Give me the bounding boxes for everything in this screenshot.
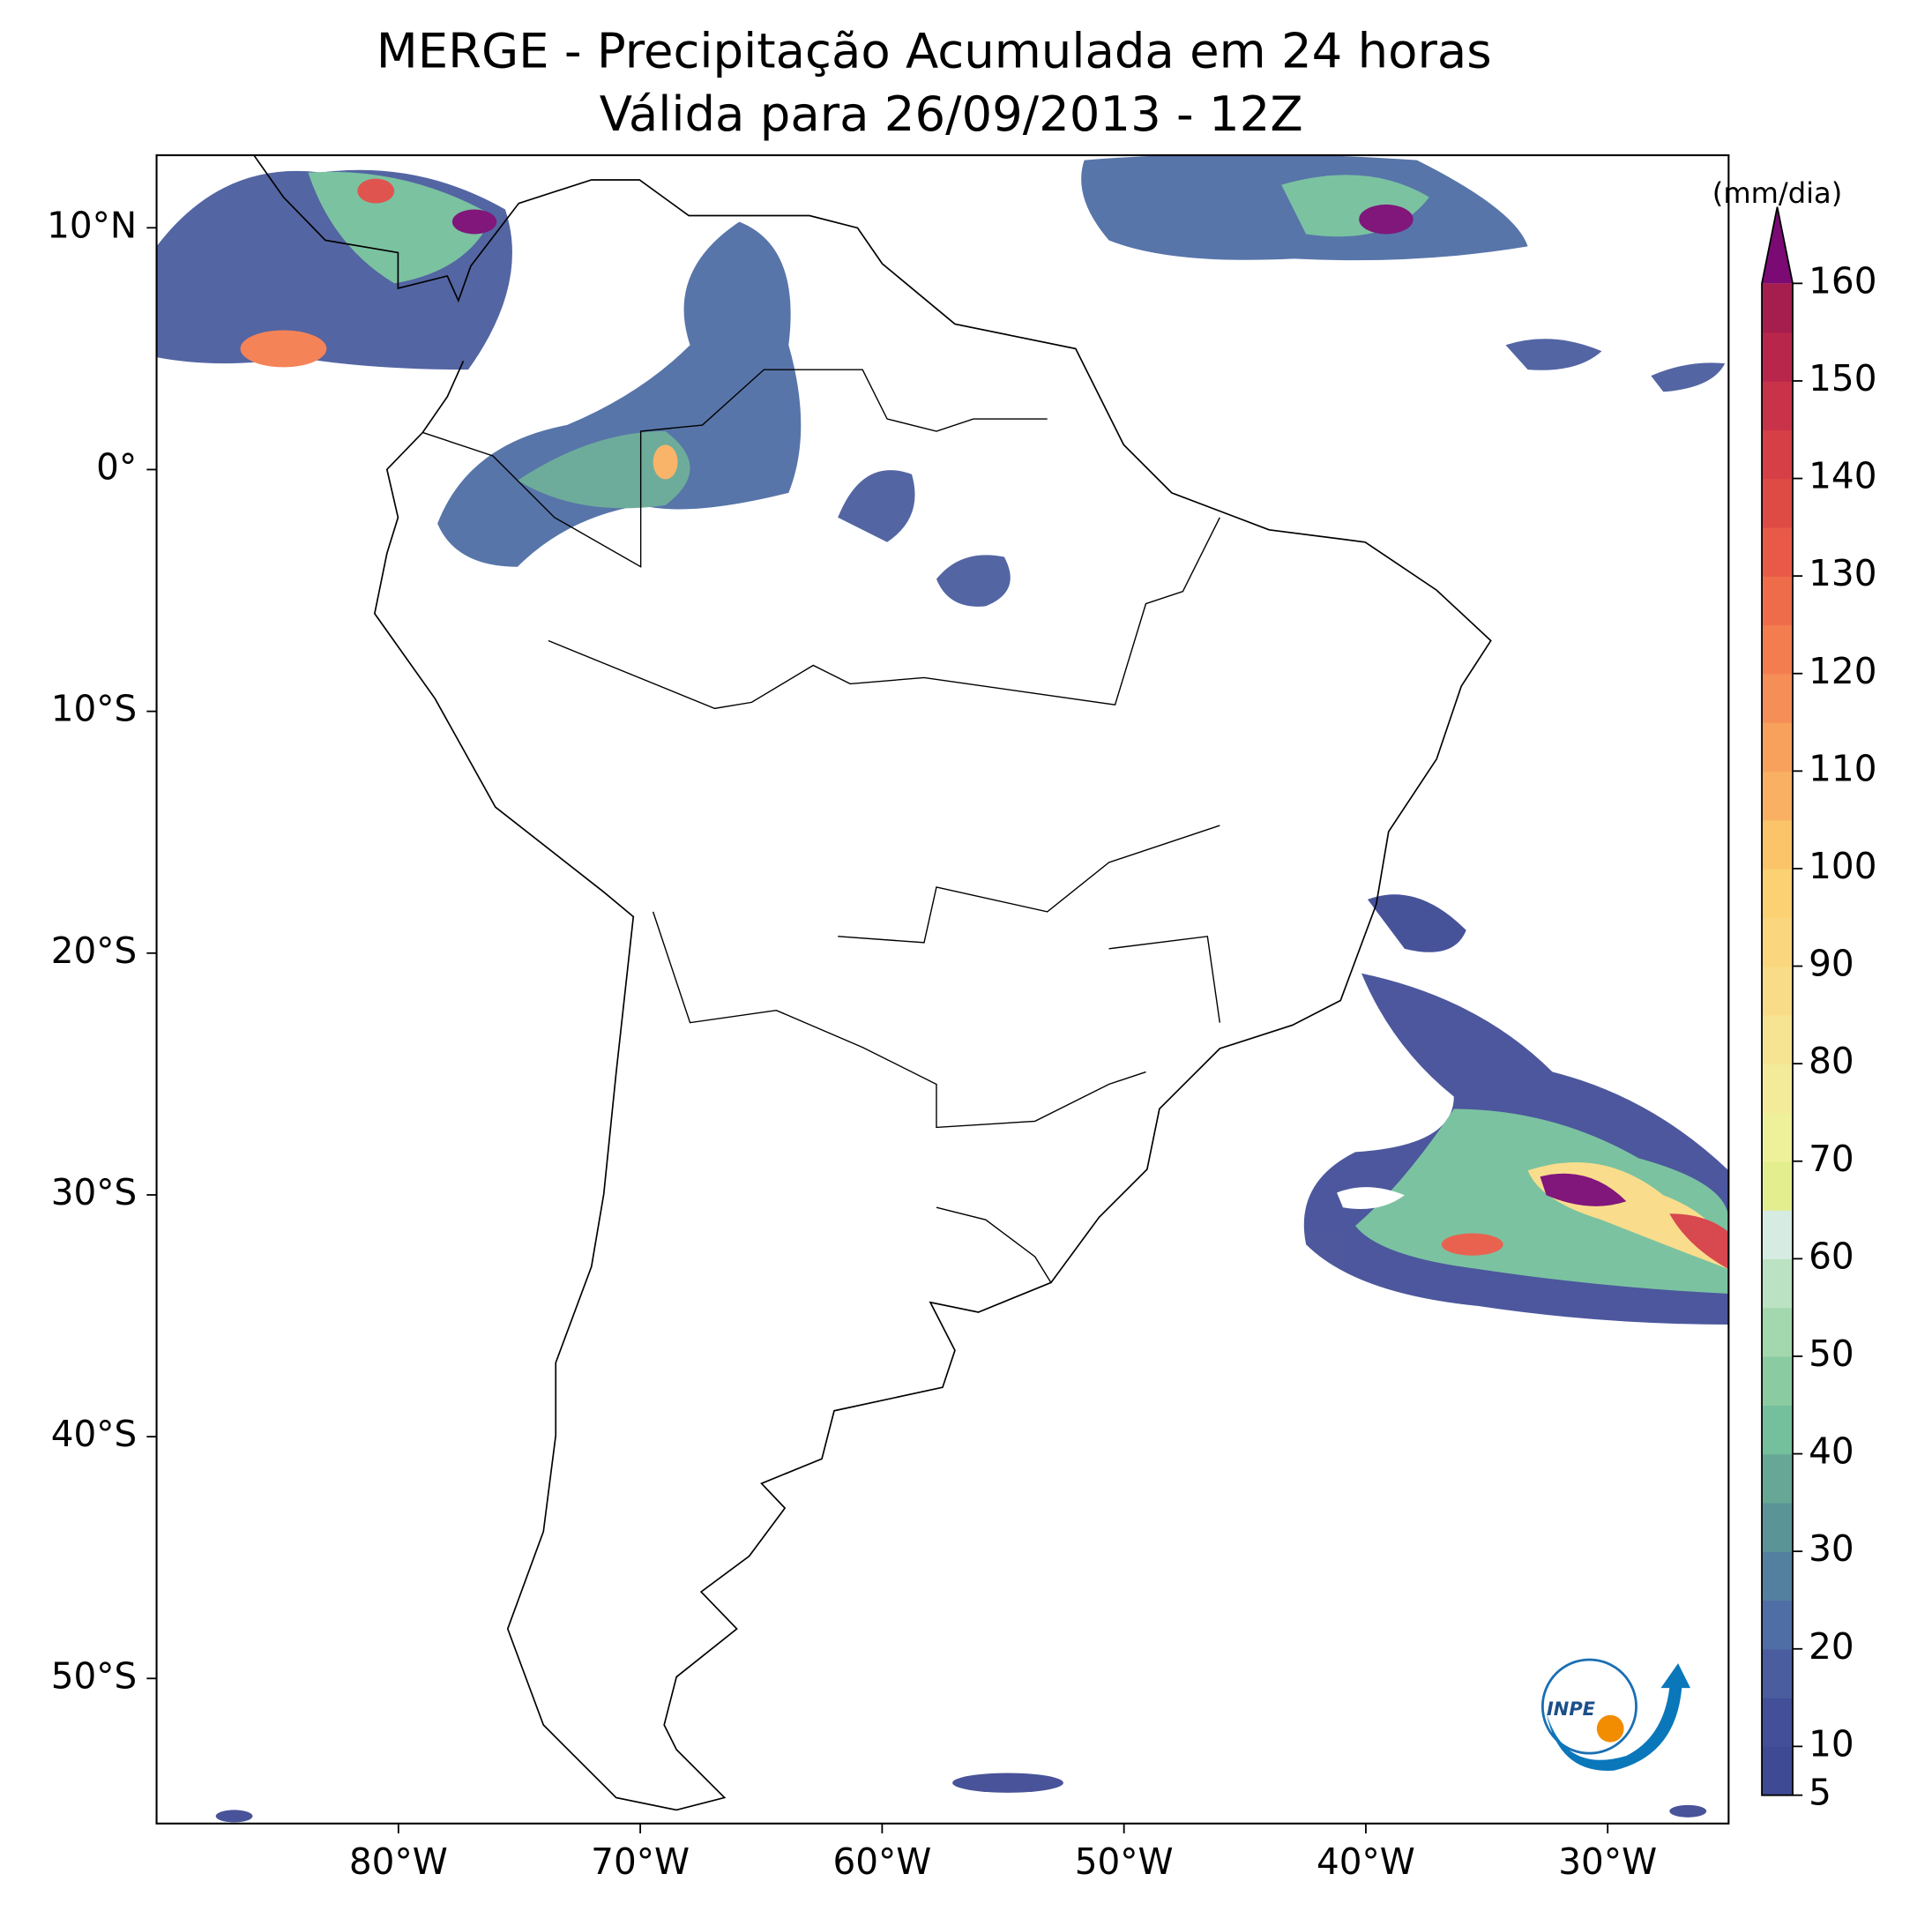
colorbar-tick-label: 100	[1809, 845, 1876, 887]
colorbar-tick-label: 90	[1809, 943, 1854, 985]
y-tick-label: 0°	[96, 445, 137, 488]
logo-dot	[1596, 1714, 1624, 1743]
colorbar-segment	[1762, 966, 1793, 1016]
colorbar-segment	[1762, 1746, 1793, 1796]
colorbar-segment	[1762, 1600, 1793, 1650]
y-tick-label: 40°S	[51, 1413, 137, 1455]
colorbar-segment	[1762, 1258, 1793, 1309]
colorbar-tick-label: 10	[1809, 1722, 1854, 1765]
map-axes: 80°W 70°W 60°W 50°W 40°W 30°W 10°N 0° 10°S 20°S 30…	[47, 204, 1657, 1883]
colorbar-segment	[1762, 917, 1793, 967]
borders	[422, 369, 1221, 1283]
colorbar-label: (mm/dia)	[1712, 176, 1842, 210]
colorbar-segment	[1762, 722, 1793, 773]
colorbar-tick-label: 20	[1809, 1625, 1854, 1668]
colorbar-tick-label: 30	[1809, 1527, 1854, 1570]
colorbar: 5 10 20 30 40 50 60 70 80 90 100 110 120 130 140 150 160…	[1712, 176, 1877, 1814]
y-tick-label: 50°S	[51, 1654, 137, 1697]
subtitle: Válida para 26/09/2013 - 12Z	[600, 86, 1303, 142]
colorbar-segment	[1762, 771, 1793, 821]
colorbar-segment	[1762, 332, 1793, 382]
colorbar-segment	[1762, 1502, 1793, 1552]
x-tick-label: 30°W	[1558, 1840, 1657, 1883]
colorbar-tick-label: 140	[1809, 455, 1876, 497]
colorbar-extension	[1762, 206, 1793, 284]
colorbar-segment	[1762, 526, 1793, 577]
colorbar-segment	[1762, 283, 1793, 333]
x-tick-label: 50°W	[1075, 1840, 1174, 1883]
y-tick-label: 30°S	[51, 1171, 137, 1213]
x-tick-label: 70°W	[591, 1840, 690, 1883]
y-tick-label: 20°S	[51, 929, 137, 972]
colorbar-tick-label: 160	[1809, 259, 1876, 302]
colorbar-segment	[1762, 1648, 1793, 1698]
colorbar-segment	[1762, 1014, 1793, 1064]
colorbar-segment	[1762, 673, 1793, 723]
title: MERGE - Precipitação Acumulada em 24 hor…	[377, 23, 1492, 79]
colorbar-segment	[1762, 1210, 1793, 1260]
logo-text: INPE	[1547, 1698, 1596, 1720]
coastline	[253, 155, 1492, 1811]
x-tick-label: 60°W	[832, 1840, 931, 1883]
colorbar-segment	[1762, 380, 1793, 430]
colorbar-outline	[1761, 206, 1794, 1796]
colorbar-segment	[1762, 624, 1793, 675]
colorbar-tick-label: 150	[1809, 357, 1876, 399]
colorbar-segment	[1762, 478, 1793, 528]
colorbar-segment	[1762, 1161, 1793, 1211]
colorbar-segment	[1762, 1698, 1793, 1748]
colorbar-segment	[1762, 819, 1793, 870]
y-tick-label: 10°S	[51, 688, 137, 730]
x-tick-label: 40°W	[1317, 1840, 1415, 1883]
colorbar-segment	[1762, 576, 1793, 626]
logo-ring	[1540, 1658, 1637, 1755]
colorbar-tick-label: 110	[1809, 747, 1876, 789]
logo-arrow	[1546, 1663, 1691, 1771]
colorbar-segment	[1762, 1112, 1793, 1162]
colorbar-segment	[1762, 1453, 1793, 1504]
map-area	[156, 155, 1729, 1823]
logo: INPE	[1540, 1658, 1691, 1771]
colorbar-segment	[1762, 1355, 1793, 1406]
precipitation	[156, 155, 1729, 1823]
colorbar-tick-label: 50	[1809, 1332, 1854, 1375]
colorbar-segment	[1762, 1307, 1793, 1357]
colorbar-tick-label: 60	[1809, 1235, 1854, 1277]
colorbar-tick-label: 80	[1809, 1040, 1854, 1082]
colorbar-segment	[1762, 1551, 1793, 1601]
colorbar-tick-label: 70	[1809, 1138, 1854, 1180]
x-tick-label: 80°W	[349, 1840, 448, 1883]
colorbar-tick-label: 40	[1809, 1430, 1854, 1473]
colorbar-segment	[1762, 1064, 1793, 1114]
colorbar-segment	[1762, 1405, 1793, 1455]
colorbar-segment	[1762, 429, 1793, 480]
map-frame	[155, 153, 1730, 1825]
y-tick-label: 10°N	[47, 204, 137, 246]
colorbar-tick-label: 130	[1809, 552, 1876, 594]
colorbar-tick-label: 5	[1809, 1772, 1831, 1814]
colorbar-segment	[1762, 868, 1793, 918]
colorbar-tick-label: 120	[1809, 650, 1876, 692]
